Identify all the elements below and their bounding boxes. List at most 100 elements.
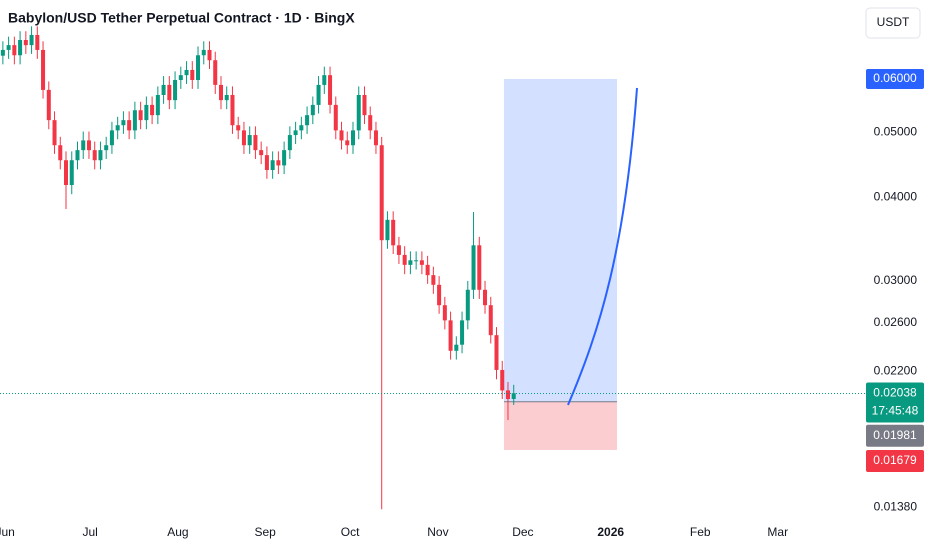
- last-price-label: 17:45:48: [872, 404, 919, 418]
- candle-body: [454, 344, 459, 351]
- candle-body: [63, 160, 69, 185]
- candle-body: [52, 120, 57, 146]
- candle-body: [350, 130, 356, 146]
- candle-body: [18, 40, 23, 56]
- last-price-label: 0.02038: [873, 386, 917, 400]
- target-price-label-box: [866, 69, 924, 90]
- candle-body: [276, 160, 281, 166]
- candle-body: [442, 305, 447, 321]
- last-price-label-box: [866, 382, 924, 423]
- candle-body: [230, 94, 235, 126]
- candle-body: [511, 393, 516, 400]
- candle-body: [207, 49, 212, 61]
- candle-body: [35, 34, 40, 50]
- candle-body: [460, 320, 465, 345]
- currency-button[interactable]: [865, 7, 921, 39]
- candle-body: [161, 84, 166, 95]
- plot-area: [0, 26, 865, 510]
- candle-body: [173, 79, 178, 101]
- stop-price-label-box: [866, 449, 924, 472]
- candle-body: [477, 245, 482, 290]
- position-loss-zone: [503, 401, 618, 450]
- candle-body: [488, 305, 493, 336]
- x-tick-label: Aug: [167, 525, 188, 539]
- candle-body: [402, 254, 407, 265]
- candle-body: [299, 125, 304, 131]
- candle-body: [132, 110, 137, 131]
- candle-body: [305, 115, 310, 126]
- candle-body: [201, 49, 206, 56]
- candle-body: [408, 260, 413, 265]
- candle-body: [293, 130, 298, 136]
- candle-body: [310, 104, 315, 116]
- candle-body: [396, 245, 401, 255]
- candle-body: [373, 130, 378, 146]
- x-tick-label: Oct: [341, 525, 360, 539]
- chart-title: Babylon/USD Tether Perpetual Contract · …: [8, 10, 355, 26]
- candle-body: [500, 369, 505, 391]
- candle-body: [419, 260, 424, 265]
- candle-body: [92, 150, 97, 161]
- target-price-label: 0.06000: [873, 71, 917, 85]
- x-tick-label: Nov: [427, 525, 448, 539]
- candle-body: [41, 49, 46, 90]
- candle-body: [29, 34, 34, 46]
- candle-body: [144, 104, 149, 121]
- candle-body: [339, 130, 344, 141]
- candle-body: [362, 94, 367, 116]
- candle-body: [184, 69, 189, 76]
- candle-body: [431, 275, 436, 285]
- candle-body: [150, 104, 155, 116]
- candle-body: [115, 125, 120, 131]
- candle-body: [69, 160, 74, 185]
- candle-body: [224, 94, 229, 101]
- candle-body: [167, 84, 172, 101]
- candle-body: [109, 130, 114, 146]
- y-tick-label: 0.02200: [874, 363, 918, 377]
- x-tick-label: Jun: [0, 525, 15, 539]
- candle-body: [494, 335, 499, 370]
- x-tick-label: Jul: [82, 525, 97, 539]
- candle-body: [483, 289, 488, 306]
- candle-body: [505, 390, 510, 400]
- candle-body: [425, 264, 430, 276]
- candle-body: [218, 84, 223, 101]
- candle-body: [12, 45, 17, 56]
- candle-body: [46, 89, 51, 121]
- candle-body: [0, 49, 5, 56]
- candle-body: [6, 45, 11, 50]
- candle-body: [190, 69, 195, 80]
- candle-body: [138, 110, 143, 121]
- x-tick-label: Mar: [767, 525, 788, 539]
- candle-body: [316, 84, 321, 105]
- candle-body: [127, 120, 132, 131]
- candle-body: [379, 145, 384, 241]
- candle-body: [241, 130, 246, 146]
- candle-body: [356, 94, 361, 131]
- x-tick-label: Sep: [255, 525, 277, 539]
- projection-curve: [567, 87, 638, 406]
- y-tick-label: 0.04000: [874, 189, 918, 203]
- entry-price-label-box: [866, 424, 924, 447]
- candle-body: [437, 284, 442, 306]
- currency-label[interactable]: USDT: [877, 15, 910, 29]
- candle-body: [328, 75, 333, 105]
- candle-body: [58, 145, 63, 161]
- candle-body: [86, 140, 91, 151]
- candle-body: [81, 140, 86, 151]
- candle-body: [282, 150, 287, 166]
- candle-body: [213, 60, 218, 85]
- candle-body: [287, 135, 292, 151]
- candle-body: [259, 150, 264, 156]
- candle-body: [333, 104, 338, 131]
- candle-body: [264, 155, 269, 171]
- position-profit-zone: [503, 79, 618, 402]
- candle-body: [465, 289, 470, 321]
- candle-body: [121, 120, 126, 126]
- candle-body: [270, 160, 275, 171]
- x-tick-label: 2026: [597, 525, 624, 539]
- candle-body: [345, 140, 350, 146]
- y-tick-label: 0.02600: [874, 315, 918, 329]
